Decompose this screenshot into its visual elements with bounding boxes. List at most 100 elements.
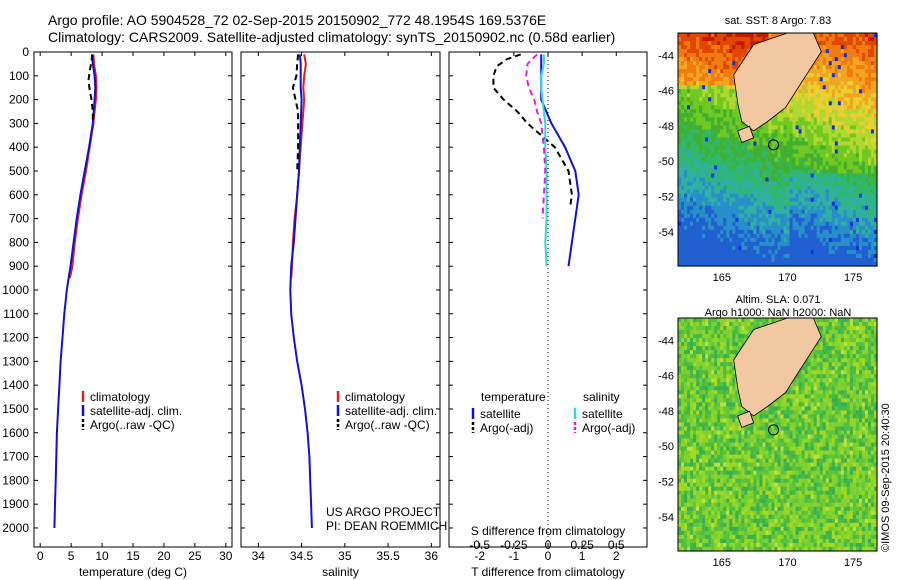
map-cell <box>831 177 836 183</box>
map-cell <box>834 165 839 171</box>
map-cell <box>864 77 869 82</box>
map-cell <box>867 101 872 106</box>
map-cell <box>738 221 742 227</box>
map-cell <box>864 85 869 90</box>
map-cell <box>852 41 857 46</box>
map-cell <box>873 33 878 38</box>
map-cell <box>723 241 727 247</box>
map-cell <box>804 153 809 159</box>
map-cell <box>720 129 724 135</box>
map-cell <box>828 197 833 203</box>
map-cell <box>840 53 845 58</box>
map-cell <box>687 217 691 223</box>
map-cell <box>834 217 839 223</box>
map-cell <box>783 145 788 151</box>
map-cell <box>693 185 697 191</box>
map-cell <box>774 217 779 223</box>
map-cell <box>840 101 845 106</box>
map-cell <box>777 213 782 219</box>
map-cell <box>864 69 869 74</box>
map-cell <box>801 233 806 239</box>
map-cell <box>834 105 839 110</box>
map-cell <box>702 197 706 203</box>
map-cell <box>816 145 821 151</box>
map-cell <box>825 101 830 106</box>
map-cell <box>801 89 806 94</box>
map-cell <box>762 209 767 215</box>
map-cell <box>828 93 833 98</box>
map-cell <box>705 181 709 187</box>
map-cell <box>804 121 809 126</box>
map-cell <box>813 125 818 131</box>
map-cell <box>843 77 848 82</box>
map-cell <box>855 109 860 114</box>
map-cell <box>858 45 863 50</box>
map-cell <box>807 137 812 143</box>
series-satellite-adj-clim- <box>289 54 313 529</box>
map-cell <box>720 105 724 110</box>
map-cell <box>852 73 857 78</box>
map-cell <box>687 225 691 231</box>
map-cell <box>807 153 812 159</box>
map-cell <box>729 137 733 143</box>
map-cell <box>798 173 803 179</box>
map-cell <box>720 45 724 50</box>
map-cell <box>780 125 785 131</box>
map-cell <box>864 201 869 207</box>
map-cell <box>873 161 878 167</box>
map-cell <box>867 169 872 175</box>
map-cell <box>711 225 715 231</box>
map-cell <box>795 209 800 215</box>
map-cell <box>687 37 691 42</box>
map-cell <box>852 173 857 179</box>
map-cell <box>738 229 742 235</box>
map-cell <box>837 97 842 102</box>
map-cell <box>825 221 830 227</box>
map-cell <box>822 105 827 110</box>
map-cell <box>807 133 812 139</box>
map-cell <box>720 133 724 139</box>
map-cell <box>702 233 706 239</box>
map-cell <box>861 209 866 215</box>
map-cell <box>708 137 712 143</box>
map-cell <box>825 113 830 118</box>
map-cell <box>765 213 770 219</box>
map-cell <box>852 53 857 58</box>
map-cell <box>717 81 721 86</box>
map-cell <box>798 221 803 227</box>
map-cell <box>852 221 857 227</box>
map-cell <box>870 181 875 187</box>
map-cell <box>804 85 809 90</box>
map-cell <box>846 149 851 155</box>
map-cell <box>804 141 809 147</box>
map-cell <box>816 129 821 135</box>
map-cell <box>690 89 694 94</box>
map-cell <box>732 89 736 94</box>
map-cell <box>699 137 703 143</box>
map-cell <box>729 113 733 118</box>
map-cell <box>831 173 836 179</box>
map-cell <box>690 217 694 223</box>
map-cell <box>681 221 685 227</box>
map-cell <box>723 181 727 187</box>
map-cell <box>825 137 830 143</box>
map-cell <box>864 137 869 143</box>
map-cell <box>750 169 754 175</box>
map-cell <box>696 241 700 247</box>
map-cell <box>864 205 869 211</box>
map-cell <box>828 165 833 171</box>
map-cell <box>819 117 824 122</box>
map-cell <box>789 121 794 126</box>
map-cell <box>855 229 860 235</box>
map-cell <box>690 193 694 199</box>
map-cell <box>702 101 706 106</box>
map-cell <box>828 145 833 151</box>
map-cell <box>840 201 845 207</box>
map-cell <box>834 49 839 54</box>
map-cell <box>819 149 824 155</box>
map-cell <box>861 241 866 247</box>
map-cell <box>810 197 815 203</box>
map-cell <box>843 237 848 243</box>
map-cell <box>861 121 866 126</box>
